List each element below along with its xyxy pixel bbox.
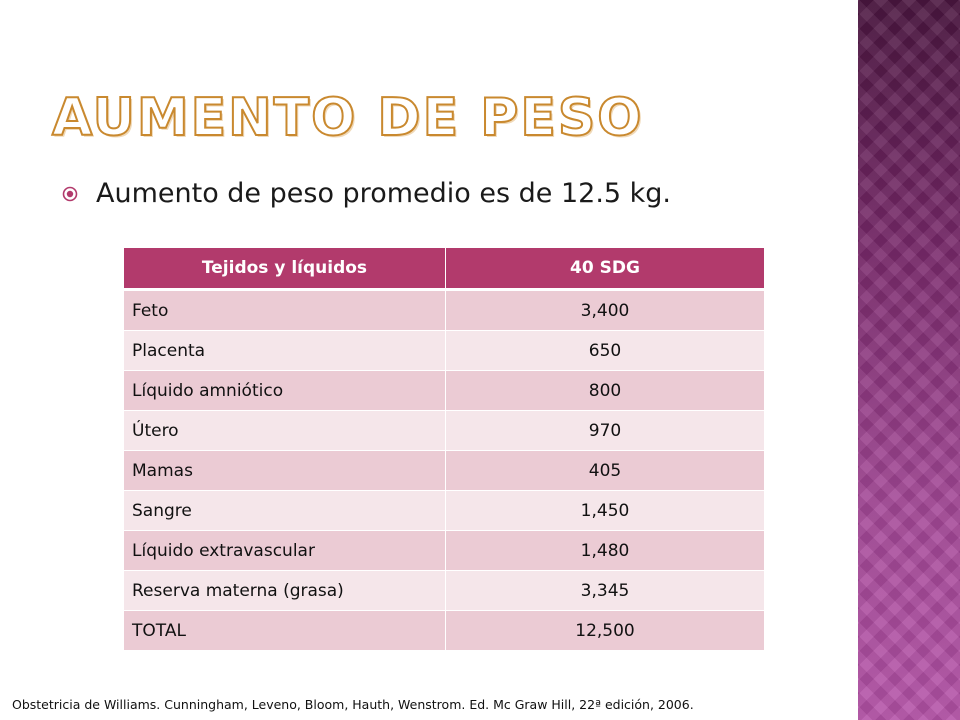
row-label: Reserva materna (grasa) (124, 570, 446, 611)
row-value: 800 (445, 370, 764, 411)
column-header-tissues: Tejidos y líquidos (124, 248, 446, 291)
table-row: Sangre 1,450 (124, 490, 764, 531)
table-row: Placenta 650 (124, 330, 764, 371)
row-label: Líquido amniótico (124, 370, 446, 411)
weight-gain-table: Tejidos y líquidos 40 SDG Feto 3,400 Pla… (124, 248, 764, 650)
row-label: Feto (124, 289, 446, 331)
bullet-text: Aumento de peso promedio es de 12.5 kg. (96, 178, 672, 209)
column-header-40-sdg: 40 SDG (445, 248, 764, 291)
bullet-point: Aumento de peso promedio es de 12.5 kg. (62, 178, 671, 209)
row-value: 405 (445, 450, 764, 491)
row-label: Sangre (124, 490, 446, 531)
table-row: Líquido amniótico 800 (124, 370, 764, 411)
row-value: 1,480 (445, 530, 764, 571)
row-value: 3,400 (445, 289, 764, 331)
source-citation: Obstetricia de Williams. Cunningham, Lev… (12, 697, 694, 712)
row-label: Útero (124, 410, 446, 451)
table-header-row: Tejidos y líquidos 40 SDG (124, 248, 764, 291)
row-value: 650 (445, 330, 764, 371)
table-row: Útero 970 (124, 410, 764, 451)
row-label: Mamas (124, 450, 446, 491)
table-row-total: TOTAL 12,500 (124, 610, 764, 650)
row-label: Líquido extravascular (124, 530, 446, 571)
row-value: 3,345 (445, 570, 764, 611)
row-value: 970 (445, 410, 764, 451)
row-label: Placenta (124, 330, 446, 371)
table-row: Reserva materna (grasa) 3,345 (124, 570, 764, 611)
row-value: 12,500 (445, 610, 764, 650)
slide-title: Aumento de peso (51, 88, 644, 148)
table-row: Mamas 405 (124, 450, 764, 491)
decorative-side-band (858, 0, 960, 720)
table-row: Líquido extravascular 1,480 (124, 530, 764, 571)
table-row: Feto 3,400 (124, 289, 764, 331)
circled-dot-bullet-icon (62, 186, 78, 201)
row-label: TOTAL (124, 610, 446, 650)
row-value: 1,450 (445, 490, 764, 531)
